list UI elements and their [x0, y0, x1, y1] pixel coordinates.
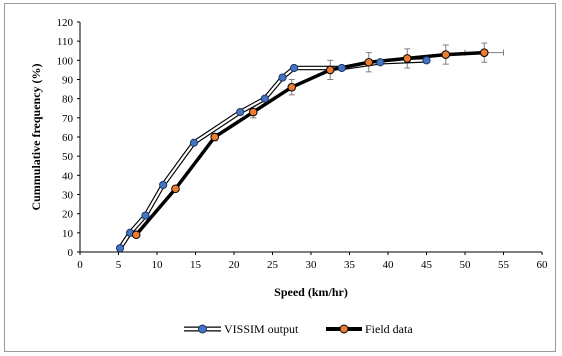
field-point: [287, 82, 297, 92]
x-tick-label: 45: [421, 259, 433, 271]
field-point: [131, 230, 141, 240]
y-tick-label: 10: [62, 228, 74, 240]
x-tick-label: 35: [344, 259, 356, 271]
vissim-point: [278, 73, 287, 82]
x-tick-label: 55: [498, 259, 510, 271]
series-line-field: [134, 50, 485, 236]
x-tick-label: 50: [460, 259, 472, 271]
y-tick-label: 30: [62, 190, 74, 202]
field-point: [210, 132, 220, 142]
field-point: [364, 57, 374, 67]
vissim-point: [189, 138, 199, 147]
series-layer: [115, 42, 504, 253]
tick-group: 0 5 10 15 20 25 30 35 40 45 50 55 60 0 10 20 30 40 50 60 70 8…: [57, 17, 549, 271]
field-point: [171, 184, 180, 194]
vissim-point: [141, 211, 150, 220]
chart-frame: [4, 3, 556, 352]
x-tick-label: 60: [537, 259, 549, 271]
legend-marker-field: [339, 324, 349, 334]
field-point: [402, 54, 412, 63]
legend-item-field-data: Field data: [326, 322, 413, 336]
y-axis-title: Cummulative frequency (%): [29, 63, 43, 210]
y-tick-label: 80: [62, 94, 74, 106]
legend-label-vissim-output: VISSIM output: [224, 322, 299, 336]
legend-marker-vissim: [198, 324, 207, 334]
y-tick-label: 110: [57, 36, 74, 48]
vissim-point: [337, 63, 346, 73]
vissim-point: [260, 94, 269, 103]
y-tick-label: 100: [57, 55, 74, 67]
legend-label-field-data: Field data: [365, 322, 413, 336]
field-point: [248, 107, 258, 117]
vissim-point: [289, 63, 299, 73]
y-tick-label: 90: [62, 75, 74, 87]
vissim-point: [236, 107, 245, 117]
vissim-point: [422, 56, 431, 65]
x-tick-label: 40: [383, 259, 395, 271]
x-tick-label: 20: [229, 259, 241, 271]
y-tick-label: 0: [68, 247, 74, 259]
x-tick-label: 25: [267, 259, 279, 271]
legend-item-vissim-output: VISSIM output: [184, 322, 299, 336]
x-tick-label: 0: [77, 259, 83, 271]
series-line-vissim: [119, 59, 427, 249]
x-axis-title: Speed (km/hr): [274, 285, 348, 299]
x-tick-label: 5: [116, 259, 122, 271]
x-tick-label: 30: [306, 259, 318, 271]
vissim-point: [376, 58, 385, 67]
field-point: [479, 48, 489, 57]
vissim-point: [159, 180, 168, 190]
field-point: [325, 65, 335, 75]
y-tick-label: 20: [62, 209, 74, 221]
field-point: [441, 50, 451, 59]
x-tick-label: 10: [152, 259, 164, 271]
y-tick-label: 70: [62, 113, 74, 125]
legend: VISSIM output Field data: [184, 322, 413, 336]
vissim-point: [115, 244, 125, 253]
x-tick-label: 15: [190, 259, 202, 271]
y-tick-label: 60: [62, 132, 74, 144]
y-tick-label: 120: [57, 17, 74, 29]
y-tick-label: 50: [62, 151, 74, 163]
y-tick-label: 40: [62, 170, 74, 182]
